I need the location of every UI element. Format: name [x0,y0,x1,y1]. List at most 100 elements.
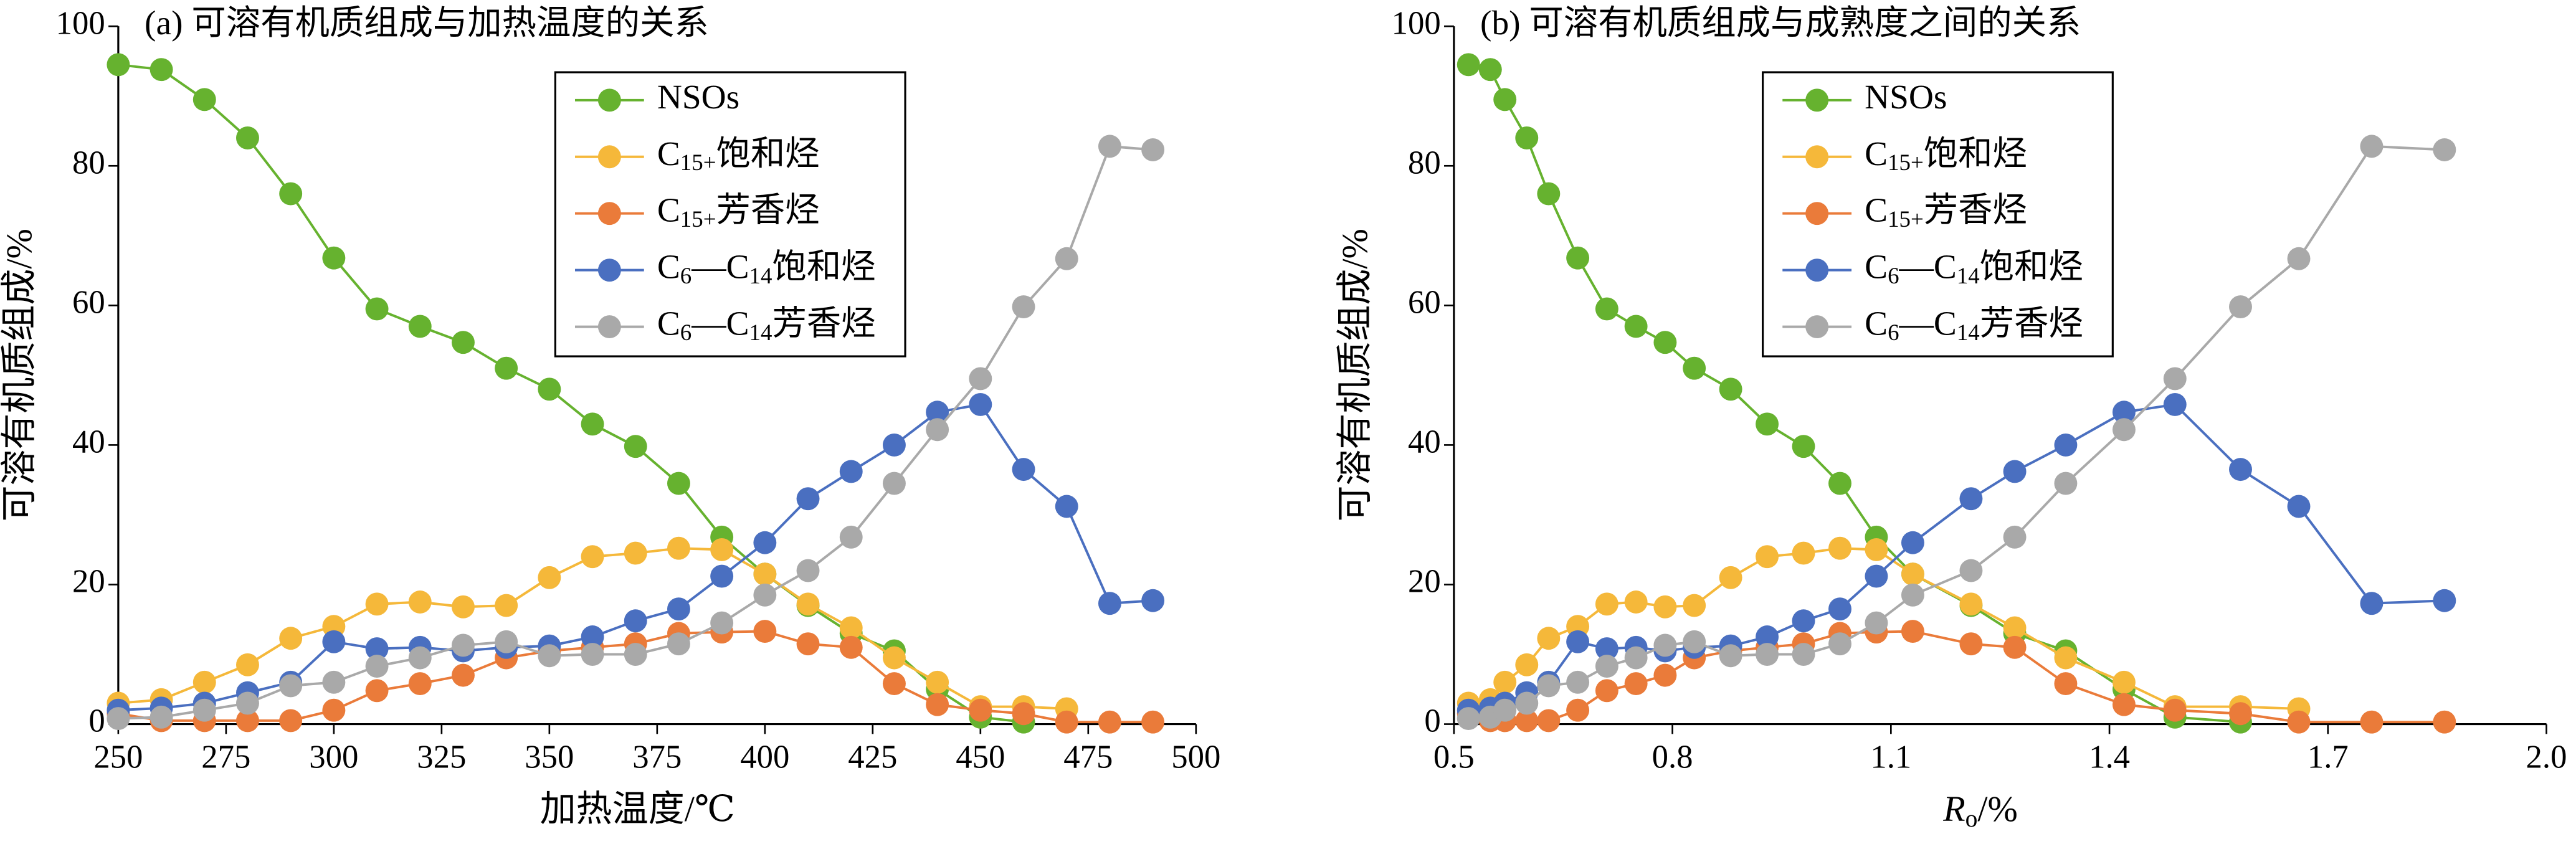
data-point [1141,710,1165,734]
data-point [1683,356,1706,380]
data-point [1595,637,1618,661]
data-point [1098,135,1121,158]
data-point [408,646,432,670]
data-point [1756,643,1779,666]
legend-marker [1805,315,1829,339]
data-point [1653,633,1677,657]
data-point [1828,632,1851,656]
data-point [1683,630,1706,653]
data-point [2163,698,2187,722]
y-tick-label: 0 [1424,703,1440,739]
data-point [796,592,820,616]
legend-label: C6—C14芳香烃 [1865,304,2083,345]
data-point [495,630,518,653]
x-axis-label: 加热温度/℃ [540,789,735,829]
data-point [1141,589,1165,612]
data-point [667,472,690,495]
x-tick-label: 300 [309,739,358,775]
data-point [279,674,303,698]
y-tick-label: 60 [1408,284,1441,320]
chart-title: (a) 可溶有机质组成与加热温度的关系 [145,4,709,42]
data-point [1683,594,1706,617]
y-tick-label: 0 [88,703,105,739]
data-point [1457,53,1480,77]
data-point [2112,418,2136,442]
data-point [1828,472,1851,495]
x-tick-label: 1.1 [1870,739,1911,775]
data-point [1959,487,1983,511]
data-point [2163,367,2187,391]
data-point [1595,297,1618,321]
data-point [1624,672,1648,696]
data-point [2054,433,2078,457]
data-point [279,182,303,206]
data-point [581,545,604,569]
data-point [926,418,949,442]
data-point [1098,710,1121,734]
data-point [624,643,647,666]
legend-marker [597,258,621,282]
data-point [408,672,432,696]
y-tick-label: 40 [72,424,105,460]
data-point [2003,460,2027,483]
x-tick-label: 1.7 [2307,739,2349,775]
data-point [1012,295,1035,319]
data-point [1595,679,1618,703]
data-point [1624,646,1648,670]
data-point [1959,592,1983,616]
data-point [624,609,647,633]
data-point [1515,691,1539,715]
data-point [1792,541,1815,565]
data-point [538,644,561,668]
data-point [150,705,173,729]
data-point [538,377,561,401]
data-point [322,698,346,722]
data-point [2287,495,2311,518]
y-tick-label: 80 [1408,145,1441,181]
data-point [365,297,389,321]
data-point [1719,566,1742,589]
x-tick-label: 250 [93,739,143,775]
data-point [1719,644,1742,668]
data-point [2054,672,2078,696]
x-tick-label: 0.5 [1433,739,1475,775]
data-point [710,564,734,588]
data-point [882,672,906,696]
x-tick-label: 450 [956,739,1005,775]
data-point [192,670,216,694]
y-axis-label: 可溶有机质组成/% [1334,229,1375,521]
legend-marker [597,88,621,112]
y-tick-label: 20 [72,564,105,600]
data-point [1756,545,1779,569]
legend-label: C15+饱和烃 [657,134,820,175]
legend-label: C15+芳香烃 [657,191,820,232]
data-point [322,246,346,270]
data-point [451,663,475,687]
data-point [1792,435,1815,458]
data-point [1566,698,1590,722]
legend-label: C15+芳香烃 [1865,191,2027,232]
data-point [796,559,820,582]
data-point [192,88,216,111]
data-point [1653,331,1677,354]
legend-marker [1805,258,1829,282]
data-point [2003,635,2027,659]
data-point [1537,182,1561,206]
data-point [1478,58,1502,82]
data-point [882,433,906,457]
data-point [2112,693,2136,716]
data-point [2003,525,2027,549]
data-point [1959,559,1983,582]
data-point [451,595,475,619]
data-point [2287,710,2311,734]
data-point [1756,625,1779,648]
data-point [1865,564,1888,588]
data-point [451,331,475,354]
data-point [2229,295,2252,319]
x-tick-label: 275 [201,739,250,775]
data-point [1566,630,1590,653]
data-point [839,616,863,640]
data-point [753,531,777,554]
data-point [1959,632,1983,656]
